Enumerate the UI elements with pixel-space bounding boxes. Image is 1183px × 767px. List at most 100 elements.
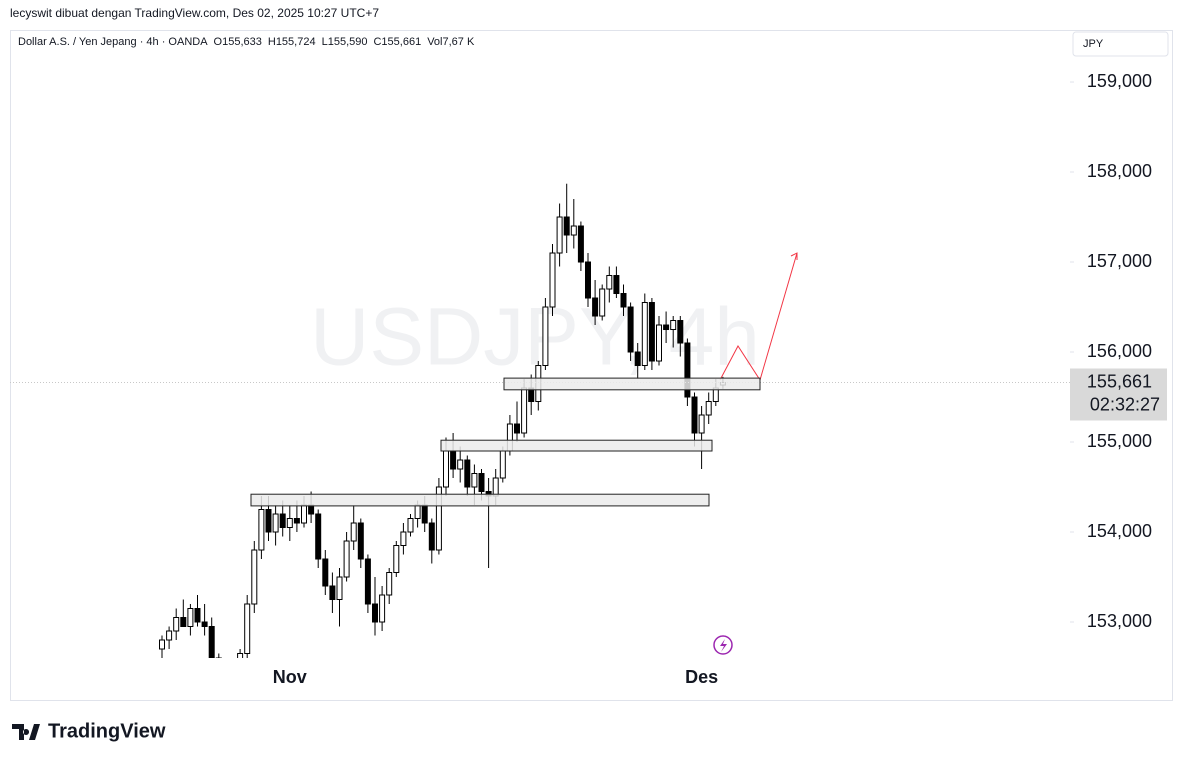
candle-body [407, 518, 414, 533]
candle-body [684, 342, 691, 398]
candle-body [634, 351, 641, 367]
candle-body [272, 513, 279, 533]
candle-body [173, 617, 180, 632]
candle-body [237, 653, 244, 658]
candle-body [180, 617, 187, 628]
candle-body [187, 608, 194, 628]
candle-body [159, 639, 165, 650]
candle-body [691, 396, 698, 434]
candle-body [223, 676, 228, 680]
chart-frame [10, 30, 1173, 701]
candle-body [201, 621, 208, 628]
candle-body [464, 459, 471, 488]
candle-body [549, 252, 556, 308]
candle-body [450, 450, 457, 470]
candle-body [315, 513, 322, 560]
y-tick-label: 156,000 [1087, 341, 1152, 361]
legend-item: L155,590 [322, 36, 368, 48]
caption: lecyswit dibuat dengan TradingView.com, … [10, 6, 379, 20]
candle-body [648, 302, 655, 362]
y-tick-label: 153,000 [1087, 611, 1152, 631]
candle-body [499, 450, 506, 479]
candle-body [286, 518, 293, 529]
candle-body [414, 504, 421, 520]
candle-body [457, 459, 464, 470]
candle-body [336, 576, 343, 601]
x-tick-label: Nov [273, 667, 307, 687]
tv-logo [12, 724, 40, 740]
candle-body [656, 324, 662, 362]
candle-body [556, 216, 563, 254]
candle-body [357, 522, 364, 560]
candle-body [322, 558, 329, 587]
legend-item: C155,661 [373, 36, 421, 48]
candle-body [244, 603, 251, 655]
candle-body [670, 320, 677, 331]
candle-body [663, 324, 670, 331]
candle-body [492, 477, 499, 497]
candle-body [521, 387, 528, 434]
candle-body [606, 275, 613, 290]
candle-body [386, 572, 393, 596]
candle-body [585, 261, 591, 299]
candle-body [478, 473, 485, 493]
y-tick-label: 154,000 [1087, 521, 1152, 541]
candle-body [443, 450, 449, 488]
candle-body [613, 275, 620, 295]
candle-body [627, 306, 634, 353]
legend-item: H155,724 [268, 36, 316, 48]
candle-body [265, 509, 272, 533]
candle-body [215, 657, 222, 658]
candle-body [372, 603, 378, 623]
candle-body [301, 504, 307, 524]
candle-body [592, 297, 599, 317]
last-price: 155,661 [1087, 371, 1152, 391]
zone [250, 493, 710, 507]
y-tick-label: 158,000 [1087, 161, 1152, 181]
candle-body [570, 225, 577, 236]
candle-body [435, 486, 442, 551]
candle-body [428, 522, 435, 551]
candle-body [599, 288, 606, 317]
y-tick-label: 155,000 [1087, 431, 1152, 451]
candle-body [329, 585, 336, 601]
candle-body [231, 671, 236, 680]
candle-body [563, 216, 570, 236]
candle-body [698, 414, 705, 434]
symbol-legend: Dollar A.S. / Yen Jepang · 4h · OANDA O15… [18, 36, 475, 48]
arrow-head [790, 252, 798, 260]
event-bolt [720, 639, 727, 652]
candle-body [577, 225, 584, 263]
zone [503, 377, 761, 391]
candle-body [379, 594, 386, 623]
y-tick-label: 159,000 [1087, 71, 1152, 91]
zone [440, 439, 713, 452]
candle-body [705, 401, 712, 416]
currency: JPY [1083, 38, 1104, 50]
candle-body [393, 545, 400, 574]
candle-body [620, 293, 627, 308]
candle-body [421, 504, 428, 524]
price-box [1070, 368, 1167, 421]
candle-body [279, 513, 286, 529]
projection-arrow [719, 252, 798, 382]
candle-body [364, 558, 371, 605]
candle-body [194, 608, 201, 623]
brand: TradingView [48, 720, 166, 742]
candle-body [641, 302, 648, 367]
currency-box[interactable] [1072, 31, 1169, 57]
candle-body [258, 509, 265, 551]
candle-body [542, 306, 549, 367]
candle-body [208, 626, 215, 658]
candle-body [343, 540, 350, 578]
x-tick-label: Des [685, 667, 718, 687]
candle-body [471, 473, 478, 488]
candle-body [166, 630, 173, 641]
legend-item: Vol7,67 K [427, 36, 475, 48]
candle-body [251, 549, 258, 605]
candle-body [514, 423, 520, 434]
candle-body [400, 531, 407, 547]
y-tick-label: 157,000 [1087, 251, 1152, 271]
countdown: 02:32:27 [1090, 394, 1160, 414]
